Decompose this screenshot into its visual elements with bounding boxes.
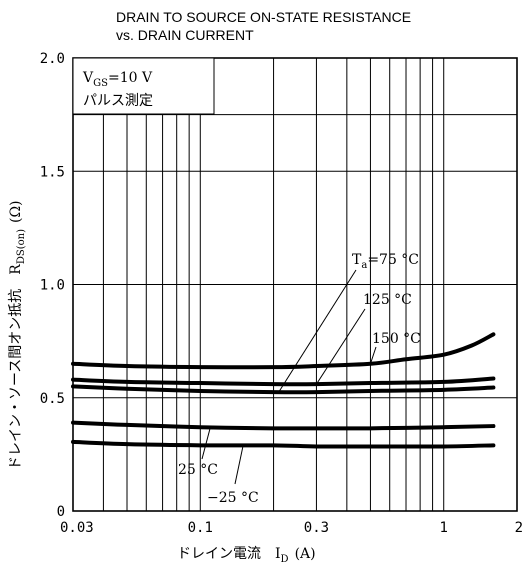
y-axis-label: ドレイン・ソース間オン抵抗 RDS(on)(Ω) [8, 200, 27, 470]
x-tick-label: 0.1 [188, 520, 213, 536]
annotation-leader [316, 308, 366, 385]
grid [72, 57, 518, 512]
condition-box: VGS=10 V パルス測定 [72, 57, 215, 115]
annotations: Ta=75 °C 125 °C 150 °C 25 °C −25 °C [178, 252, 421, 506]
x-tick-label: 1 [440, 520, 448, 536]
annotation-leader [369, 346, 377, 364]
tick-labels: 0.03 0.1 0.3 1 2 0 0.5 1.0 1.5 2.0 [40, 51, 523, 536]
condition-vgs: VGS=10 V [82, 70, 153, 89]
series-line [71, 332, 496, 370]
series-line [71, 439, 496, 449]
condition-box-frame [72, 57, 215, 115]
x-axis-label: ドレイン電流 ID (A) [177, 546, 316, 565]
y-tick-label: 1.5 [40, 164, 65, 180]
x-tick-label: 2 [515, 520, 523, 536]
series-line [71, 376, 496, 387]
annotation-leader [234, 445, 244, 485]
chart-subtitle: vs. DRAIN CURRENT [116, 27, 254, 43]
annotation-label: 25 °C [178, 462, 218, 478]
annotation-label: 125 °C [363, 292, 412, 308]
condition-pulse: パルス測定 [83, 93, 153, 109]
series-line [71, 420, 496, 431]
y-tick-label: 0 [57, 504, 65, 520]
annotation-label: 150 °C [372, 331, 421, 347]
series-line [71, 384, 496, 395]
y-tick-label: 1.0 [40, 278, 65, 294]
x-tick-label: 0.3 [304, 520, 329, 536]
annotation-label: Ta=75 °C [352, 252, 419, 271]
annotation-leader [278, 269, 357, 393]
annotation-leader [201, 427, 211, 460]
y-tick-label: 0.5 [40, 391, 65, 407]
series-group [71, 332, 496, 449]
chart-title: DRAIN TO SOURCE ON-STATE RESISTANCE [116, 9, 411, 25]
y-tick-label: 2.0 [40, 51, 65, 67]
x-tick-label: 0.03 [60, 520, 94, 536]
annotation-label: −25 °C [207, 490, 259, 506]
